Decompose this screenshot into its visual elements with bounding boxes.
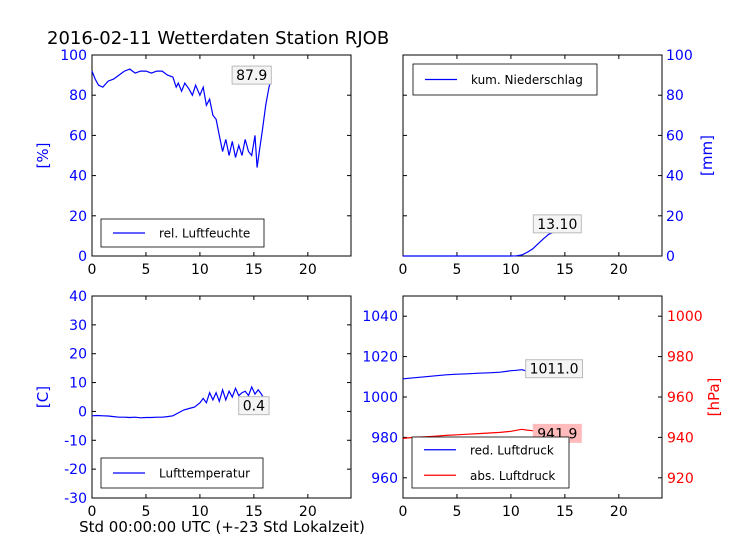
y-tick-label: 40 xyxy=(666,169,684,185)
x-tick-label: 10 xyxy=(502,262,520,278)
y-tick-label: 100 xyxy=(666,48,693,64)
x-tick-label: 15 xyxy=(245,262,263,278)
figure-xlabel: Std 00:00:00 UTC (+-23 Std Lokalzeit) xyxy=(79,518,365,536)
annotation-label: 87.9 xyxy=(236,68,267,84)
y-tick-label: 30 xyxy=(69,318,87,334)
y-tick-label: 80 xyxy=(69,88,87,104)
legend-box xyxy=(100,218,265,248)
x-tick-label: 0 xyxy=(88,504,97,520)
secondary-y-tick-label: 920 xyxy=(667,471,694,487)
y-tick-label: 100 xyxy=(60,48,87,64)
annotation-label: 0.4 xyxy=(243,399,265,415)
x-tick-label: 10 xyxy=(502,504,520,520)
x-tick-label: 0 xyxy=(399,504,408,520)
x-tick-label: 20 xyxy=(299,504,317,520)
y-tick-label: 60 xyxy=(69,128,87,144)
plot-frame xyxy=(91,54,352,257)
x-tick-label: 15 xyxy=(245,504,263,520)
y-tick-label: 20 xyxy=(69,209,87,225)
legend-label: abs. Luftdruck xyxy=(470,469,555,483)
chart-panel-top-right: 0 5 10 15 20 0 20 40 60 80 100 [mm] 13.10 kum. Nieder… xyxy=(399,48,716,278)
x-tick-label: 0 xyxy=(88,262,97,278)
x-tick-label: 5 xyxy=(452,504,461,520)
secondary-y-tick-label: 980 xyxy=(667,350,694,366)
annotation-box xyxy=(525,359,583,379)
secondary-y-tick-label: 940 xyxy=(667,430,694,446)
x-tick-label: 20 xyxy=(299,262,317,278)
x-tick-label: 15 xyxy=(556,504,574,520)
annotation-box xyxy=(532,214,582,234)
y-axis-label: [%] xyxy=(34,143,52,169)
y-tick-label: 40 xyxy=(69,169,87,185)
chart-panel-bottom-right: 0 5 10 15 20 960 980 1000 1020 1040 920 940 960 980 10… xyxy=(362,295,723,520)
x-tick-label: 0 xyxy=(399,262,408,278)
chart-panel-bottom-left: 0 5 10 15 20 -30 -20 -10 0 10 20 30 40 [C] 0.4 Lufttemp… xyxy=(34,289,352,520)
x-tick-label: 5 xyxy=(141,504,150,520)
y-tick-label: 0 xyxy=(78,249,87,265)
y-tick-label: 80 xyxy=(666,88,684,104)
y-axis-label: [C] xyxy=(34,386,52,408)
series-line-0 xyxy=(91,68,272,168)
figure-title: 2016-02-11 Wetterdaten Station RJOB xyxy=(47,28,389,49)
y-tick-label: 1000 xyxy=(362,390,398,406)
annotation-box xyxy=(238,396,270,416)
y-tick-label: 60 xyxy=(666,128,684,144)
y-tick-label: -20 xyxy=(64,462,87,478)
x-tick-label: 10 xyxy=(191,504,209,520)
legend-label: rel. Luftfeuchte xyxy=(159,227,250,241)
x-tick-label: 15 xyxy=(556,262,574,278)
y-tick-label: 0 xyxy=(78,404,87,420)
y-tick-label: 0 xyxy=(666,249,675,265)
x-tick-label: 20 xyxy=(610,504,628,520)
secondary-y-tick-label: 1000 xyxy=(667,309,703,325)
x-tick-label: 5 xyxy=(141,262,150,278)
y-tick-label: 1040 xyxy=(362,309,398,325)
legend-label: kum. Niederschlag xyxy=(471,73,583,87)
annotation-box xyxy=(231,65,272,85)
plot-frame xyxy=(91,295,352,499)
y-tick-label: 1020 xyxy=(362,350,398,366)
annotation-label: 13.10 xyxy=(537,217,577,233)
legend-label: Lufttemperatur xyxy=(159,467,250,481)
y-tick-label: 20 xyxy=(666,209,684,225)
y-axis-label: [mm] xyxy=(698,135,716,176)
y-tick-label: -30 xyxy=(64,491,87,507)
legend-label: red. Luftdruck xyxy=(470,443,554,457)
legend-box xyxy=(411,436,570,489)
series-line-0 xyxy=(91,385,269,419)
y-tick-label: 20 xyxy=(69,347,87,363)
y-tick-label: -10 xyxy=(64,433,87,449)
series-line-0 xyxy=(403,229,582,257)
y-axis-label: [hPa] xyxy=(705,378,723,417)
x-tick-label: 20 xyxy=(610,262,628,278)
chart-panel-top-left: 0 5 10 15 20 0 20 40 60 80 100 [%] 87.9 rel. Luftfeuc… xyxy=(34,48,352,278)
y-tick-label: 980 xyxy=(371,430,398,446)
y-tick-label: 40 xyxy=(69,289,87,305)
x-tick-label: 10 xyxy=(191,262,209,278)
y-tick-label: 960 xyxy=(371,471,398,487)
y-tick-label: 10 xyxy=(69,376,87,392)
annotation-label: 1011.0 xyxy=(530,362,579,378)
plot-frame xyxy=(402,54,663,257)
secondary-y-tick-label: 960 xyxy=(667,390,694,406)
x-tick-label: 5 xyxy=(452,262,461,278)
